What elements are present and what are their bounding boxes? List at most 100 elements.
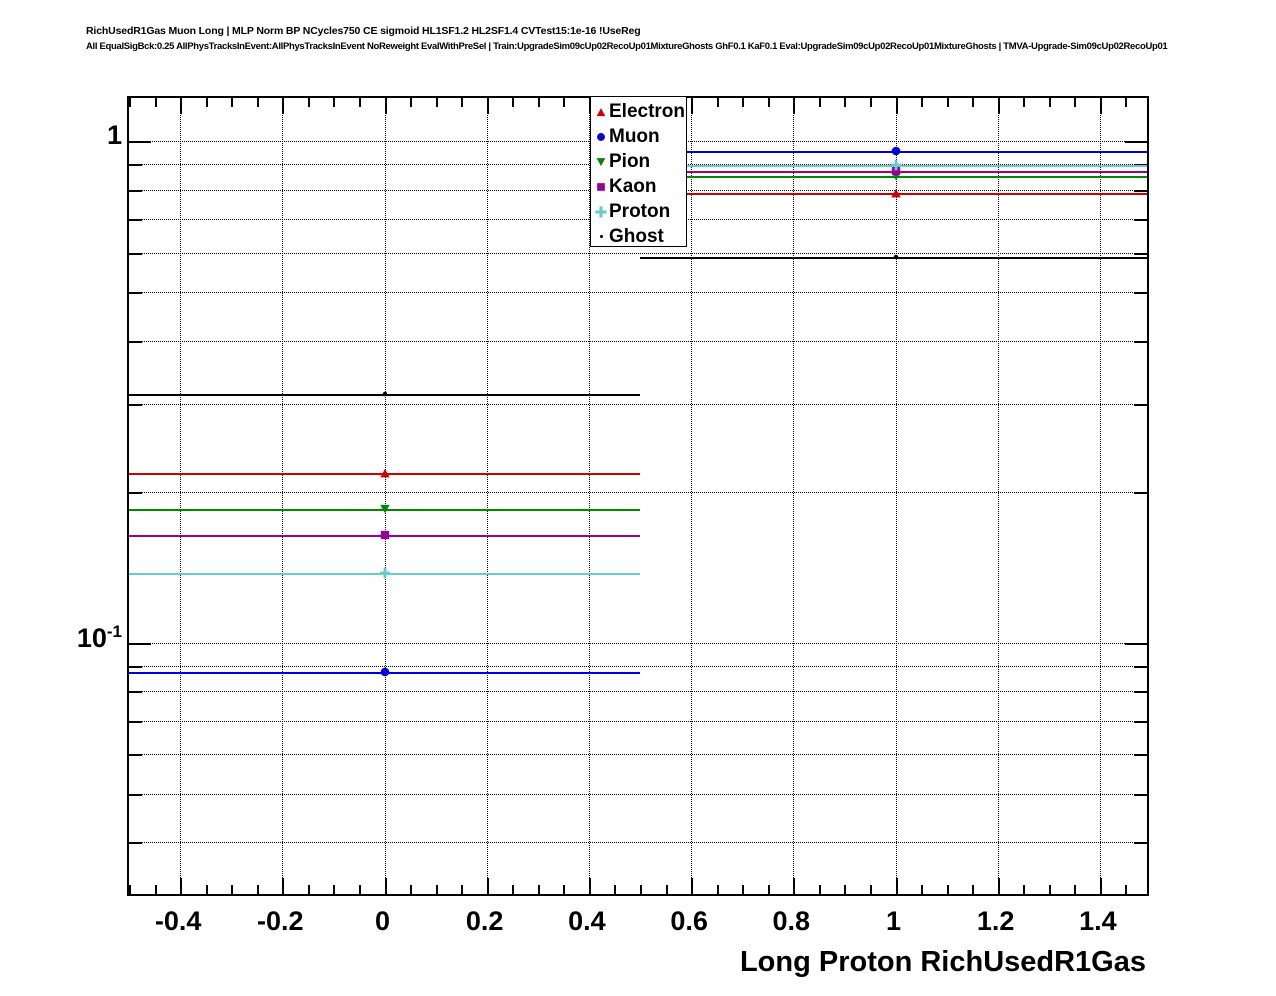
x-axis-tick-label: 0.2 (465, 906, 504, 936)
x-axis-tick (512, 885, 515, 894)
y-axis-tick (1134, 720, 1147, 723)
x-axis-tick (716, 98, 719, 107)
x-axis-tick (1125, 885, 1128, 894)
error-bar (129, 572, 640, 575)
y-axis-tick (129, 754, 142, 757)
x-axis-tick (844, 98, 847, 107)
error-bar (129, 393, 640, 396)
x-axis-tick (691, 878, 694, 894)
x-axis-tick-label: 1 (885, 906, 902, 936)
x-axis-tick (1074, 885, 1077, 894)
grid-line-vertical (1099, 98, 1101, 894)
error-bar (129, 535, 640, 538)
x-axis-tick (691, 98, 694, 114)
y-axis-tick (1134, 340, 1147, 343)
y-axis-tick (1125, 141, 1147, 144)
x-axis-tick (997, 98, 1000, 114)
y-axis-tick-label: 1 (106, 120, 122, 151)
x-axis-tick (972, 98, 975, 107)
x-axis-tick (205, 98, 208, 107)
x-axis-tick (818, 98, 821, 107)
x-axis-tick (742, 885, 745, 894)
x-axis-tick (435, 98, 438, 107)
y-axis-tick (129, 842, 142, 845)
y-axis-tick (1134, 793, 1147, 796)
x-axis-tick-label: -0.2 (257, 906, 304, 936)
y-axis-tick (129, 219, 142, 221)
y-axis-tick (129, 189, 142, 192)
x-axis-tick (358, 98, 361, 107)
x-axis-tick (410, 885, 413, 894)
x-axis-tick (742, 98, 745, 107)
y-axis-tick (129, 642, 151, 645)
x-axis-tick (1023, 885, 1026, 894)
y-axis-tick (1134, 754, 1147, 757)
y-axis-tick-label: 10-1 (76, 621, 122, 653)
legend-item-proton[interactable]: Proton (593, 199, 686, 224)
x-axis-tick (231, 885, 234, 894)
x-axis-tick (154, 885, 157, 894)
legend-item-pion[interactable]: Pion (593, 149, 686, 174)
legend-item-kaon[interactable]: Kaon (593, 174, 686, 199)
grid-line-horizontal (129, 793, 1147, 795)
x-axis-tick (793, 878, 796, 894)
y-axis-tick (129, 691, 142, 694)
x-axis-tick-label: 1.2 (976, 906, 1015, 936)
x-axis-tick (129, 98, 131, 107)
cross-marker (593, 204, 609, 220)
x-axis-tick-label: 0.8 (772, 906, 811, 936)
error-bar (640, 151, 1147, 154)
legend-item-electron[interactable]: Electron (593, 99, 686, 124)
x-axis-tick (358, 885, 361, 894)
x-axis-tick (154, 98, 157, 107)
grid-line-horizontal (129, 691, 1147, 693)
legend-item-label: Ghost (609, 226, 664, 247)
y-axis-tick (129, 403, 142, 406)
y-axis-tick (1134, 691, 1147, 694)
x-axis-tick (563, 98, 566, 107)
grid-line-horizontal (129, 665, 1147, 667)
grid-line-horizontal (129, 340, 1147, 342)
x-axis-tick (307, 98, 310, 107)
legend-item-ghost[interactable]: Ghost (593, 224, 686, 249)
y-axis-tick (129, 720, 142, 723)
grid-line-horizontal (129, 642, 1147, 644)
error-bar (129, 473, 640, 476)
grid-line-vertical (486, 98, 488, 894)
header-line-2: All EqualSigBck:0.25 AllPhysTracksInEven… (86, 41, 1168, 52)
x-axis-tick (205, 885, 208, 894)
legend[interactable]: Electron Muon Pion Kaon Proton Ghost (590, 96, 687, 247)
y-axis-tick (1125, 642, 1147, 645)
x-axis-tick (384, 98, 387, 114)
y-axis-tick (1134, 842, 1147, 845)
y-axis-tick (1134, 189, 1147, 192)
x-axis-tick (818, 885, 821, 894)
x-axis-tick (895, 98, 898, 114)
x-axis-tick (1074, 98, 1077, 107)
y-axis-tick (1134, 665, 1147, 668)
legend-item-label: Kaon (609, 176, 657, 197)
grid-line-vertical (588, 98, 590, 894)
x-axis-tick (129, 885, 131, 894)
grid-line-horizontal (129, 403, 1147, 405)
x-axis-tick (793, 98, 796, 114)
x-axis-tick (384, 878, 387, 894)
x-axis-tick (665, 885, 668, 894)
y-axis-tick (1134, 252, 1147, 255)
y-axis-tick (129, 252, 142, 255)
x-axis-tick (537, 885, 540, 894)
legend-item-label: Pion (609, 151, 651, 172)
x-axis-tick (486, 878, 489, 894)
x-axis-tick (844, 885, 847, 894)
legend-item-muon[interactable]: Muon (593, 124, 686, 149)
x-axis-tick (921, 98, 924, 107)
x-axis-tick (512, 98, 515, 107)
grid-line-vertical (282, 98, 284, 894)
x-axis-tick (461, 98, 464, 107)
grid-line-horizontal (129, 720, 1147, 722)
error-bar (129, 671, 640, 674)
y-axis-tick (1134, 292, 1147, 295)
y-axis-tick (1134, 219, 1147, 221)
x-axis-tick (537, 98, 540, 107)
x-axis-tick (869, 98, 872, 107)
